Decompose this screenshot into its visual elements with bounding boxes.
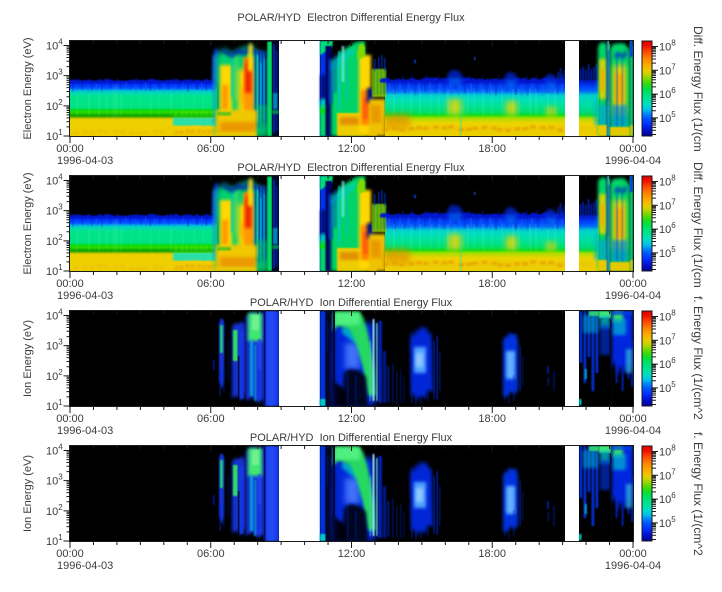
svg-text:00:00: 00:00 [619, 278, 647, 290]
svg-text:POLAR/HYD Ion Differential En: POLAR/HYD Ion Differential Energy Flux [250, 297, 453, 309]
svg-text:1996-04-03: 1996-04-03 [57, 560, 113, 572]
svg-text:00:00: 00:00 [619, 548, 647, 560]
svg-text:00:00: 00:00 [56, 413, 84, 425]
svg-text:12:00: 12:00 [338, 413, 366, 425]
svg-text:1996-04-03: 1996-04-03 [57, 425, 113, 437]
svg-text:00:00: 00:00 [619, 413, 647, 425]
svg-text:1996-04-03: 1996-04-03 [57, 290, 113, 302]
svg-text:18:00: 18:00 [478, 413, 506, 425]
svg-text:Ion Energy (eV): Ion Energy (eV) [22, 455, 34, 532]
svg-text:00:00: 00:00 [56, 278, 84, 290]
svg-text:06:00: 06:00 [197, 548, 225, 560]
svg-text:00:00: 00:00 [56, 548, 84, 560]
svg-text:1996-04-04: 1996-04-04 [605, 155, 661, 167]
svg-text:00:00: 00:00 [619, 143, 647, 155]
svg-text:1996-04-03: 1996-04-03 [57, 155, 113, 167]
svg-text:f. Energy Flux (1/(cm^2: f. Energy Flux (1/(cm^2 [691, 296, 705, 420]
svg-text:Diff. Energy Flux (1/(cm: Diff. Energy Flux (1/(cm [691, 162, 705, 288]
svg-text:1996-04-04: 1996-04-04 [605, 290, 661, 302]
svg-text:Electron Energy (eV): Electron Energy (eV) [22, 37, 34, 139]
svg-text:Ion Energy (eV): Ion Energy (eV) [22, 320, 34, 397]
svg-text:Electron Energy (eV): Electron Energy (eV) [22, 172, 34, 274]
svg-text:1996-04-04: 1996-04-04 [605, 425, 661, 437]
svg-text:POLAR/HYD Electron Differenti: POLAR/HYD Electron Differential Energy F… [237, 12, 465, 24]
svg-text:Diff. Energy Flux (1/(cm: Diff. Energy Flux (1/(cm [691, 26, 705, 152]
svg-text:06:00: 06:00 [197, 413, 225, 425]
svg-text:POLAR/HYD Ion Differential En: POLAR/HYD Ion Differential Energy Flux [250, 432, 453, 444]
svg-text:12:00: 12:00 [338, 548, 366, 560]
svg-text:18:00: 18:00 [478, 548, 506, 560]
svg-text:00:00: 00:00 [56, 143, 84, 155]
svg-text:12:00: 12:00 [338, 278, 366, 290]
svg-text:12:00: 12:00 [338, 143, 366, 155]
svg-text:06:00: 06:00 [197, 278, 225, 290]
svg-text:18:00: 18:00 [478, 143, 506, 155]
svg-text:18:00: 18:00 [478, 278, 506, 290]
svg-text:06:00: 06:00 [197, 143, 225, 155]
svg-text:POLAR/HYD Electron Differenti: POLAR/HYD Electron Differential Energy F… [237, 162, 465, 174]
svg-text:f. Energy Flux (1/(cm^2: f. Energy Flux (1/(cm^2 [691, 432, 705, 556]
svg-text:1996-04-04: 1996-04-04 [605, 560, 661, 572]
